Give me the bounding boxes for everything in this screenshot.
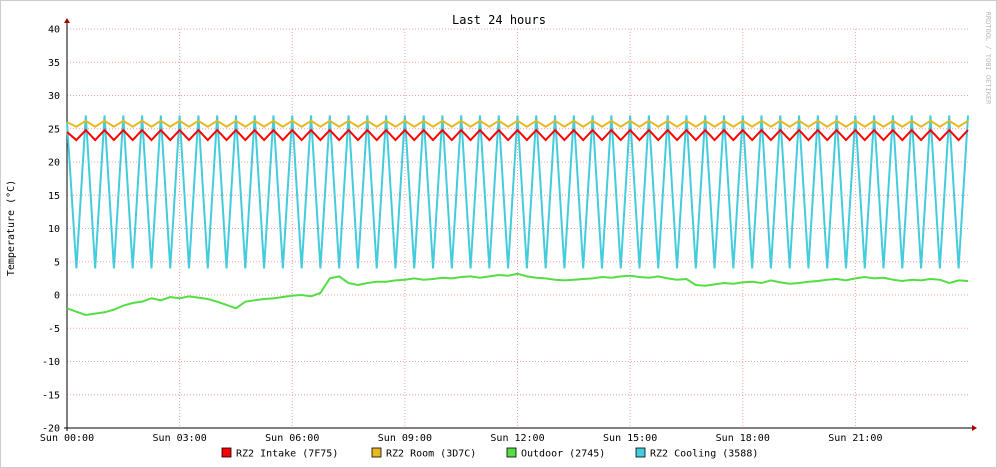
x-tick-label: Sun 12:00 bbox=[490, 433, 544, 444]
x-tick-label: Sun 15:00 bbox=[603, 433, 657, 444]
legend-label: Outdoor (2745) bbox=[521, 449, 605, 460]
y-axis-label: Temperature (°C) bbox=[6, 180, 17, 276]
legend-label: RZ2 Room (3D7C) bbox=[386, 449, 476, 460]
y-tick-label: 5 bbox=[54, 257, 60, 268]
series-line bbox=[66, 119, 969, 128]
y-tick-label: -5 bbox=[48, 324, 60, 335]
axis-arrow bbox=[64, 18, 70, 23]
y-tick-label: 35 bbox=[48, 58, 60, 69]
x-tick-label: Sun 00:00 bbox=[40, 433, 94, 444]
x-tick-label: Sun 09:00 bbox=[378, 433, 432, 444]
y-tick-label: 15 bbox=[48, 191, 60, 202]
legend-swatch bbox=[635, 447, 646, 458]
y-tick-label: -20 bbox=[42, 424, 60, 435]
legend-label: RZ2 Intake (7F75) bbox=[236, 449, 338, 460]
axis-arrow bbox=[972, 425, 977, 431]
legend-swatch bbox=[221, 447, 232, 458]
series-line bbox=[66, 128, 969, 142]
y-tick-label: -15 bbox=[42, 390, 60, 401]
chart-title: Last 24 hours bbox=[452, 13, 546, 27]
y-tick-label: 20 bbox=[48, 158, 60, 169]
x-tick-label: Sun 21:00 bbox=[828, 433, 882, 444]
legend-label: RZ2 Cooling (3588) bbox=[650, 449, 758, 460]
y-tick-label: 40 bbox=[48, 25, 60, 36]
y-tick-label: 10 bbox=[48, 224, 60, 235]
y-tick-label: 30 bbox=[48, 91, 60, 102]
series-line bbox=[66, 272, 969, 316]
x-tick-label: Sun 18:00 bbox=[716, 433, 770, 444]
series-line bbox=[66, 115, 969, 269]
y-tick-label: 25 bbox=[48, 124, 60, 135]
y-tick-label: -10 bbox=[42, 357, 60, 368]
legend-swatch bbox=[371, 447, 382, 458]
x-tick-label: Sun 06:00 bbox=[265, 433, 319, 444]
legend-swatch bbox=[506, 447, 517, 458]
y-tick-label: 0 bbox=[54, 291, 60, 302]
x-tick-label: Sun 03:00 bbox=[153, 433, 207, 444]
watermark: RRDTOOL / TOBI OETIKER bbox=[984, 12, 992, 106]
